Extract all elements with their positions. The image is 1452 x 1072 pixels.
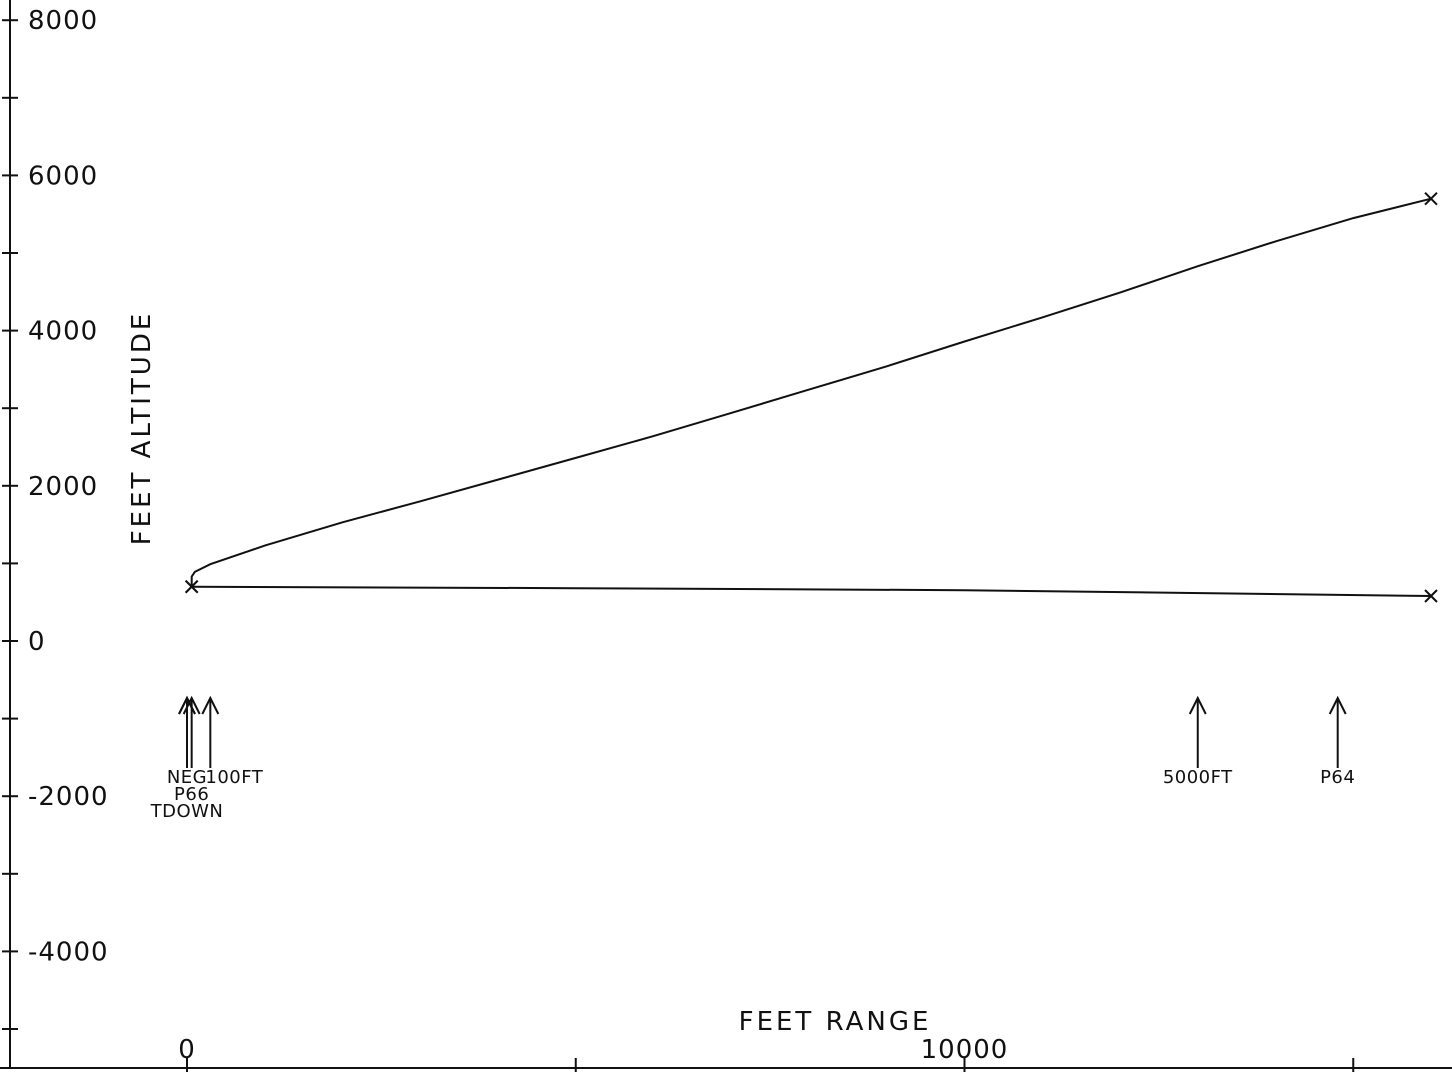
event-arrow xyxy=(1188,695,1207,768)
x-tick-label: 0 xyxy=(178,1035,196,1065)
event-arrow-head xyxy=(178,695,196,715)
event-label: P64 xyxy=(1320,767,1355,788)
event-markers xyxy=(178,695,1347,768)
ticks xyxy=(2,19,1355,1072)
series-line-2 xyxy=(191,585,1432,597)
series xyxy=(190,197,1432,597)
x-axis-title: FEET RANGE xyxy=(739,1007,932,1037)
x-tick-label: 10000 xyxy=(921,1035,1009,1065)
y-tick-label: 4000 xyxy=(28,317,98,347)
y-tick-label: -4000 xyxy=(28,937,109,967)
event-arrow-head xyxy=(1328,695,1347,715)
event-arrow xyxy=(201,695,220,768)
y-tick-label: 2000 xyxy=(28,472,98,502)
markers xyxy=(184,191,1438,603)
y-tick-label: 8000 xyxy=(28,6,98,36)
y-tick-label: 6000 xyxy=(28,161,98,191)
event-label: NEG xyxy=(167,767,207,788)
event-label: TDOWN xyxy=(150,801,224,822)
marker-stroke xyxy=(1424,589,1438,603)
event-arrow-head xyxy=(1188,695,1207,715)
marker-stroke xyxy=(1424,191,1438,206)
marker-stroke xyxy=(184,579,199,594)
series-2-end-marker xyxy=(1424,589,1438,603)
series-2-start-marker xyxy=(184,579,199,594)
series-line-1 xyxy=(190,197,1432,587)
y-axis-title: FEET ALTITUDE xyxy=(127,311,157,546)
event-label: 100FT xyxy=(205,767,263,788)
event-arrow xyxy=(1328,695,1347,768)
event-arrow xyxy=(178,695,196,768)
event-label: P66 xyxy=(174,784,209,805)
tick-labels: 8000 6000 4000 2000 0 -2000 -4000 0 10000 xyxy=(28,6,1009,1065)
series-1-start-marker xyxy=(1424,191,1438,206)
event-arrow-head xyxy=(201,695,220,715)
y-tick-label: -2000 xyxy=(28,782,109,812)
event-label: 5000FT xyxy=(1163,767,1233,788)
y-tick-label: 0 xyxy=(28,627,46,657)
